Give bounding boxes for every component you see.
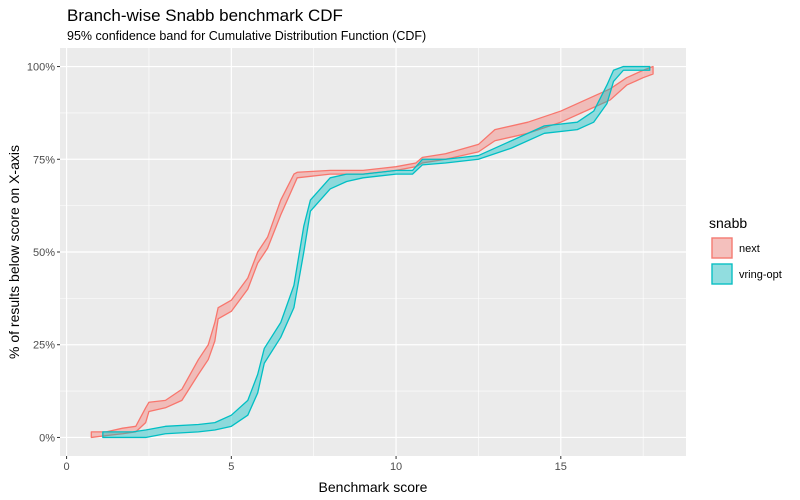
legend-key-bg bbox=[711, 263, 733, 285]
y-tick-label: 100% bbox=[27, 62, 55, 74]
chart-title: Branch-wise Snabb benchmark CDF bbox=[67, 6, 343, 25]
legend-title: snabb bbox=[709, 215, 747, 231]
y-tick-label: 0% bbox=[39, 432, 55, 444]
y-tick-label: 25% bbox=[33, 340, 55, 352]
x-axis-label: Benchmark score bbox=[319, 479, 428, 495]
chart-subtitle: 95% confidence band for Cumulative Distr… bbox=[67, 29, 427, 43]
y-tick-label: 50% bbox=[33, 247, 55, 259]
band-vring-opt bbox=[102, 65, 651, 439]
ticks: 0 5 10 15 0% 25% 50% 75% 100% bbox=[27, 62, 567, 473]
y-tick-label: 75% bbox=[33, 154, 55, 166]
legend-key-bg bbox=[711, 237, 733, 259]
legend-label: vring-opt bbox=[739, 269, 782, 281]
legend-key-vring-opt bbox=[711, 263, 733, 285]
y-axis-label: % of results below score on X-axis bbox=[6, 145, 22, 359]
legend-key-next bbox=[711, 237, 733, 259]
x-tick-label: 5 bbox=[228, 461, 234, 473]
bands bbox=[90, 65, 654, 439]
grid bbox=[60, 48, 686, 456]
x-tick-label: 0 bbox=[64, 461, 70, 473]
legend-label: next bbox=[739, 243, 760, 255]
x-tick-label: 10 bbox=[390, 461, 402, 473]
x-tick-label: 15 bbox=[555, 461, 567, 473]
legend: snabb next vring-opt bbox=[709, 215, 782, 285]
